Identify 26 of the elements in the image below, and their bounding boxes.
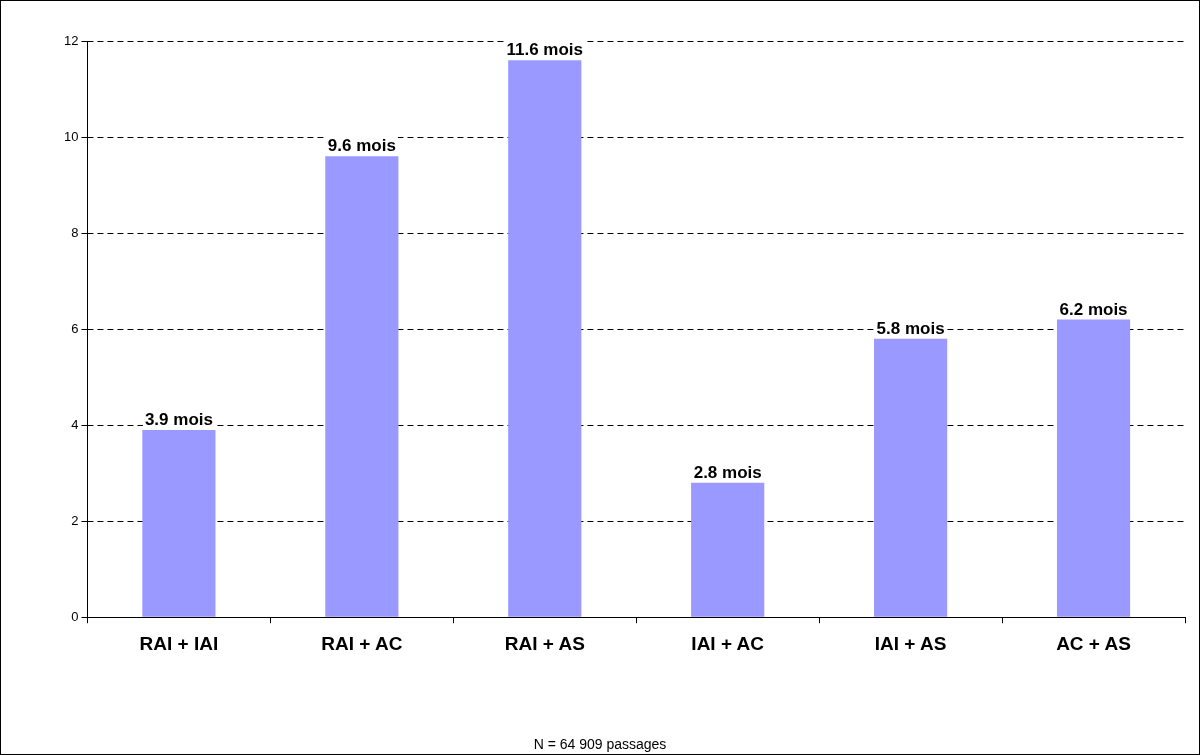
data-label: 9.6 mois (327, 136, 396, 156)
x-tick-label: RAI + IAI (139, 632, 219, 654)
x-tick-label: RAI + AS (504, 632, 585, 654)
bar (874, 338, 948, 617)
y-tick-label: 2 (71, 512, 79, 528)
y-tick-label: 12 (63, 32, 79, 48)
bar (1056, 319, 1131, 617)
y-tick-label: 10 (63, 128, 79, 144)
x-tick-label: IAI + AC (691, 632, 765, 654)
data-label: 2.8 mois (693, 462, 762, 482)
data-label: 6.2 mois (1059, 299, 1128, 319)
x-tick-label: IAI + AS (874, 632, 947, 654)
data-label: 5.8 mois (876, 318, 945, 338)
y-tick-label: 8 (71, 224, 79, 240)
x-tick-label: AC + AS (1056, 632, 1131, 654)
bar (142, 429, 216, 617)
y-tick-label: 4 (71, 416, 79, 432)
y-tick-label: 6 (71, 320, 79, 336)
bar (325, 156, 399, 617)
x-tick-label: RAI + AC (321, 632, 403, 654)
bar (691, 482, 765, 617)
text: N = 64 909 passages (532, 736, 668, 752)
y-tick-label: 0 (71, 608, 79, 624)
bar (508, 60, 582, 617)
data-label: 11.6 mois (506, 40, 584, 60)
data-label: 3.9 mois (144, 410, 213, 430)
